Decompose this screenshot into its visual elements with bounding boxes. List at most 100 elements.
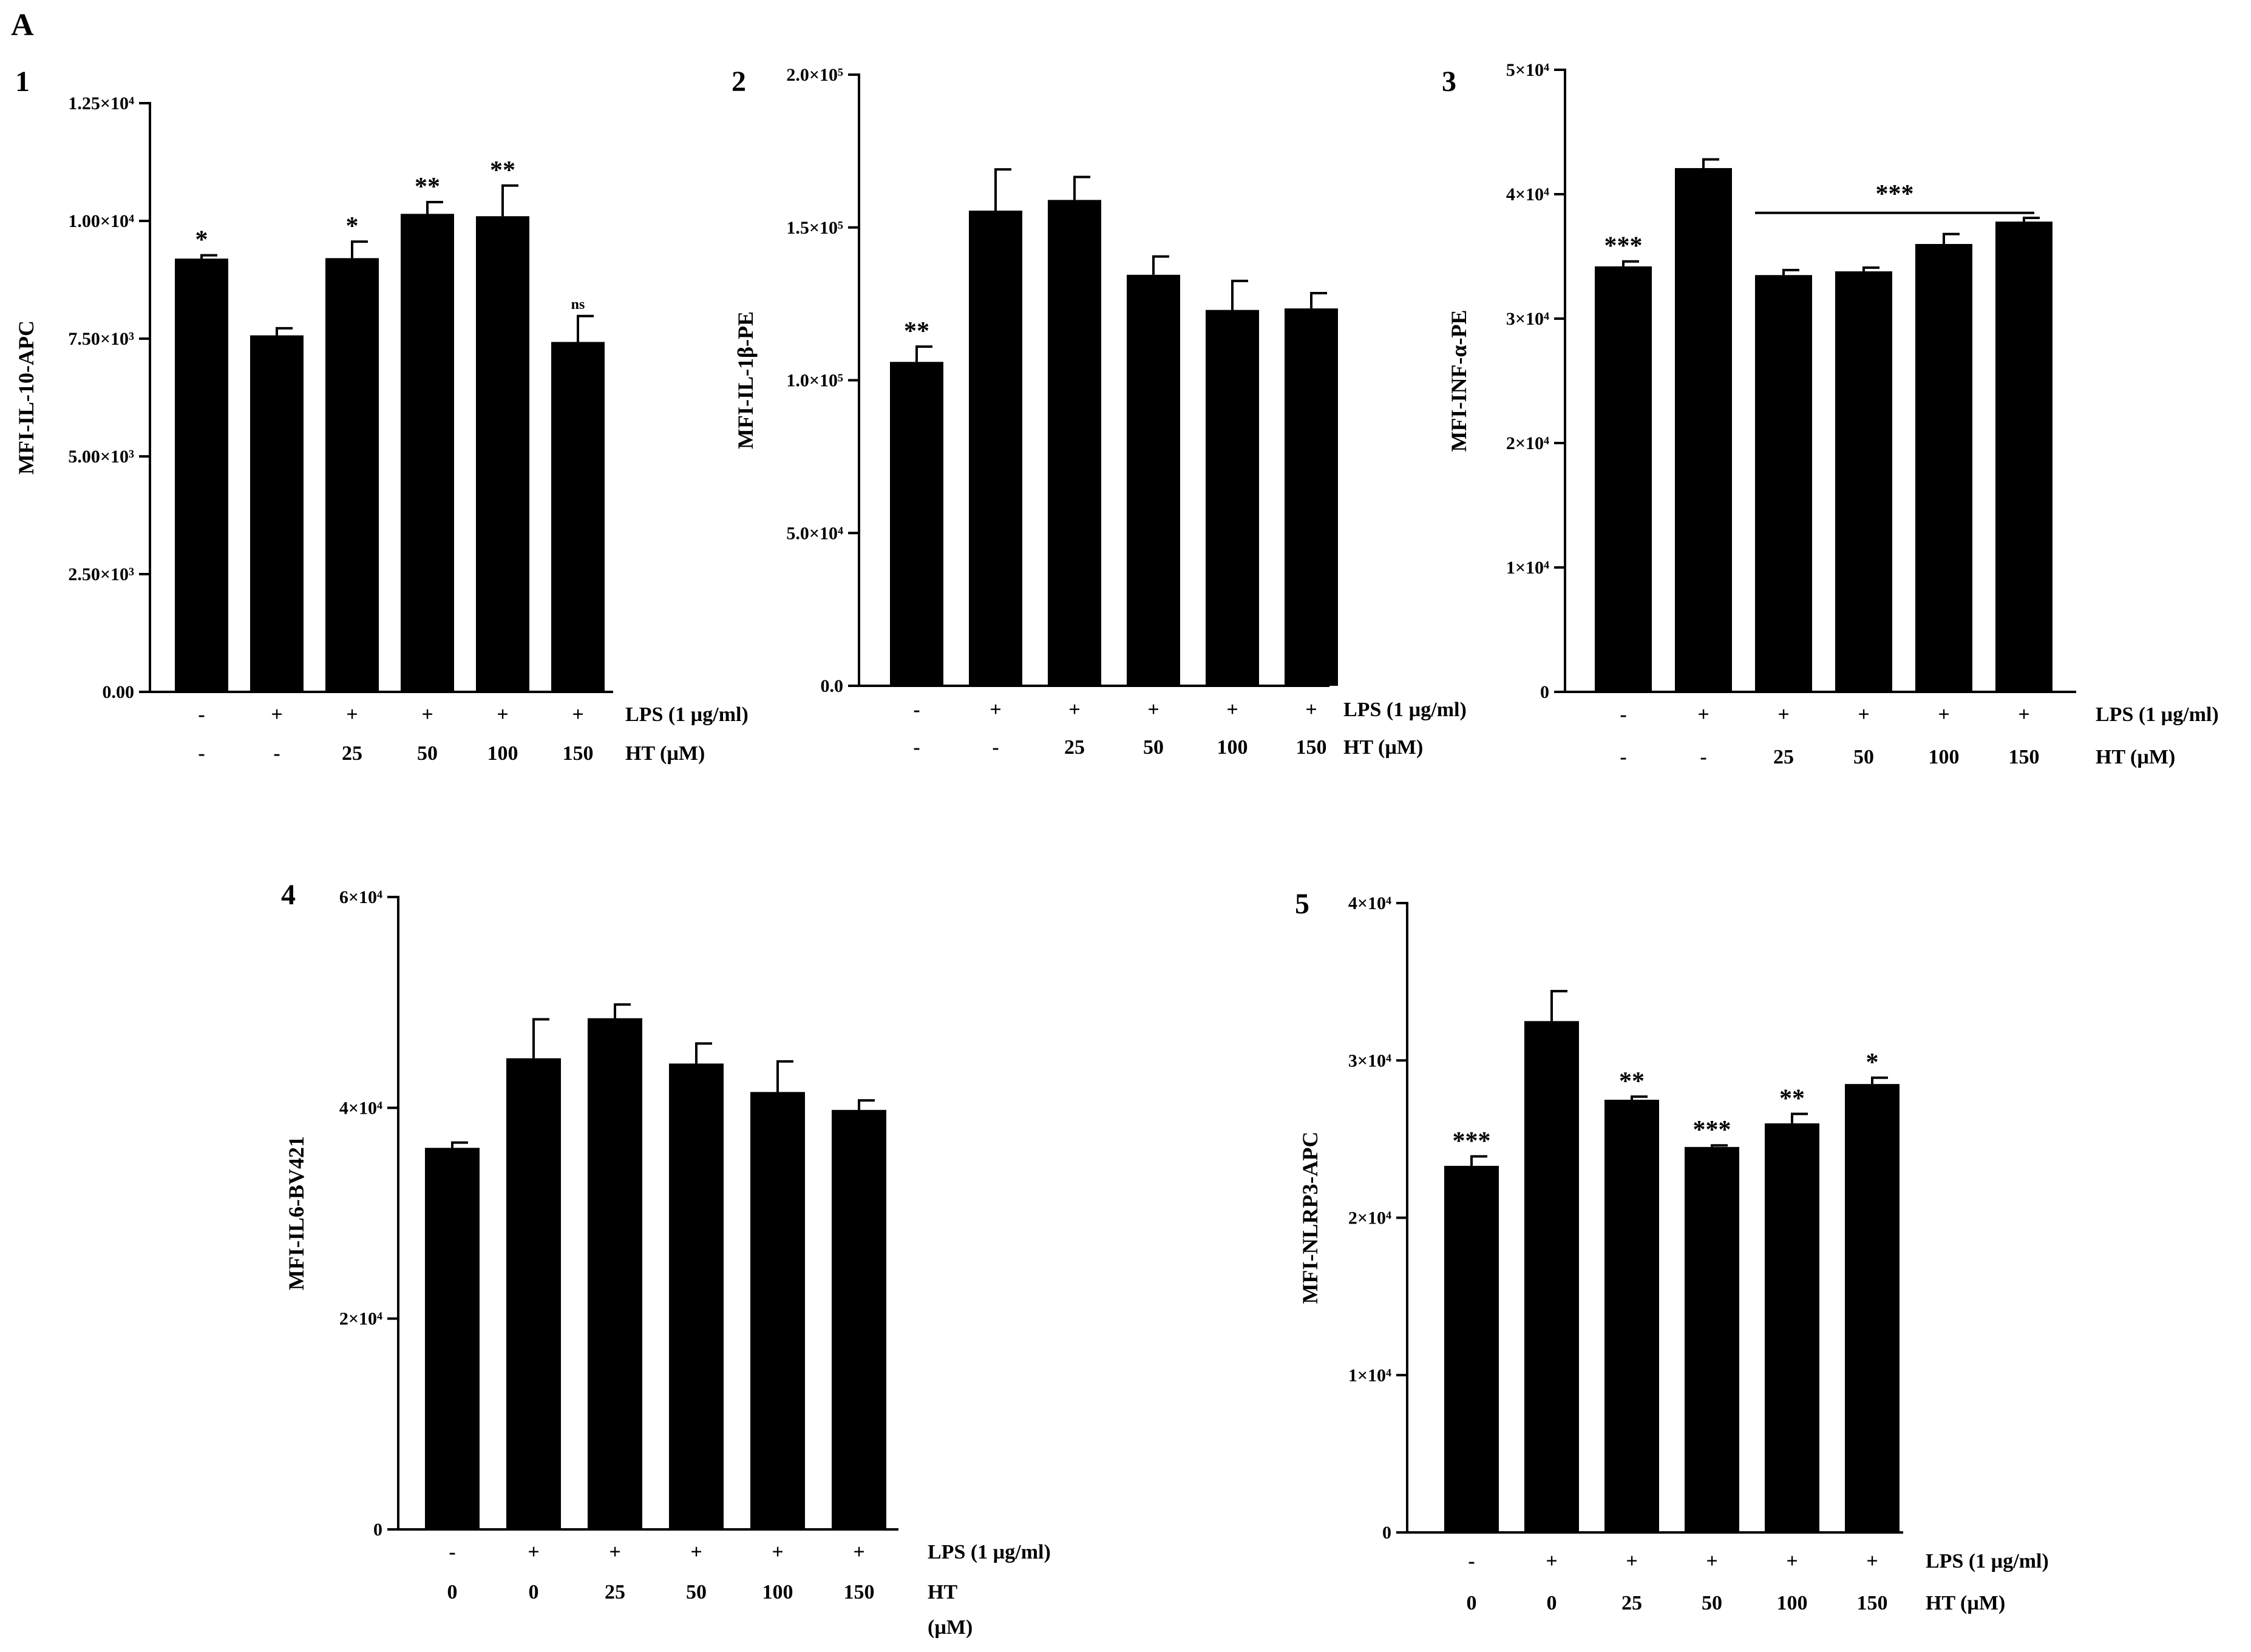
bar <box>1685 1146 1739 1532</box>
y-axis-label: MFI-IL6-BV421 <box>284 1136 308 1290</box>
bar <box>1765 1123 1819 1532</box>
lps-row-label: LPS (1 µg/ml) <box>625 703 749 726</box>
lps-row-label: LPS (1 µg/ml) <box>1926 1550 2049 1572</box>
lps-condition: + <box>1786 1550 1798 1572</box>
lps-condition: + <box>990 699 1001 721</box>
ht-condition: - <box>1620 746 1626 768</box>
y-tick-label: 1.0×10⁵ <box>786 371 843 391</box>
y-tick-label: 5×10⁴ <box>1506 60 1549 80</box>
bar <box>1444 1165 1499 1532</box>
significance-marker: *** <box>1453 1127 1491 1155</box>
bar <box>1845 1084 1900 1532</box>
lps-condition: - <box>1468 1550 1475 1572</box>
panel-number: 4 <box>281 879 296 911</box>
ht-condition: 0 <box>447 1581 458 1603</box>
significance-marker: * <box>346 212 359 240</box>
y-tick-label: 6×10⁴ <box>339 887 382 907</box>
bar <box>1127 274 1180 686</box>
y-tick-label: 1×10⁴ <box>1506 558 1549 578</box>
bar <box>1835 271 1892 692</box>
bar <box>1995 222 2052 692</box>
lps-condition: + <box>572 703 583 726</box>
lps-condition: + <box>2018 703 2029 726</box>
panel-number: 2 <box>732 66 746 98</box>
ht-condition: 25 <box>1064 736 1085 759</box>
bar <box>1285 308 1338 686</box>
lps-condition: + <box>1697 703 1709 726</box>
bar <box>325 258 379 692</box>
ht-condition: 150 <box>1857 1592 1888 1614</box>
lps-condition: - <box>449 1541 455 1563</box>
ht-condition: 100 <box>762 1581 793 1603</box>
chart-panel-2: 2 0.0 5.0×10⁴ 1.0×10⁵ 1.5×10⁵ 2.0×10⁵ MFI-IL-1… <box>732 65 1467 759</box>
ht-row-label-unit: (µM) <box>928 1616 973 1639</box>
bar <box>1675 168 1732 692</box>
ht-row-label: HT (µM) <box>2096 746 2175 768</box>
ht-row-label: HT (µM) <box>1343 736 1423 759</box>
bracket-label: *** <box>1876 180 1914 208</box>
y-tick-label: 4×10⁴ <box>1348 893 1391 913</box>
y-tick-label: 1.00×10⁴ <box>68 211 134 231</box>
lps-condition: + <box>1938 703 1949 726</box>
bar <box>175 259 228 692</box>
ht-condition: 100 <box>1929 746 1960 768</box>
lps-condition: + <box>1226 699 1238 721</box>
y-tick-label: 4×10⁴ <box>1506 184 1549 205</box>
ht-condition: 50 <box>417 742 438 765</box>
bar <box>250 335 304 692</box>
y-axis-label: MFI-NLRP3-APC <box>1298 1132 1322 1304</box>
lps-condition: - <box>913 699 920 721</box>
chart-panel-3: 3 0 1×10⁴ 2×10⁴ 3×10⁴ 4×10⁴ 5×10⁴ MFI-INF-α-PE *… <box>1442 60 2219 768</box>
panel-number: 3 <box>1442 66 1456 98</box>
y-tick-label: 2×10⁴ <box>339 1309 382 1329</box>
lps-condition: - <box>198 703 205 726</box>
bar <box>425 1148 480 1529</box>
ht-condition: - <box>198 742 205 765</box>
lps-condition: + <box>1777 703 1789 726</box>
bar <box>1915 244 1972 692</box>
ht-condition: 25 <box>342 742 362 765</box>
lps-row-label: LPS (1 µg/ml) <box>1343 699 1467 721</box>
figure-panel-label: A <box>11 8 34 42</box>
panel-number: 1 <box>15 66 30 98</box>
lps-condition: + <box>853 1541 864 1563</box>
ht-condition: 25 <box>1621 1592 1642 1614</box>
y-tick-label: 5.00×10³ <box>68 447 134 467</box>
ht-row-label: HT (µM) <box>625 742 705 765</box>
ht-condition: 25 <box>1773 746 1794 768</box>
y-axis-label: MFI-IL-10-APC <box>14 320 38 475</box>
ht-condition: 50 <box>686 1581 707 1603</box>
lps-condition: + <box>1706 1550 1717 1572</box>
y-tick-label: 3×10⁴ <box>1506 309 1549 329</box>
bar <box>969 211 1022 686</box>
ht-condition: 25 <box>605 1581 625 1603</box>
lps-condition: + <box>346 703 358 726</box>
ht-condition: 0 <box>529 1581 539 1603</box>
ht-condition: 150 <box>1296 736 1327 759</box>
ht-condition: - <box>1700 746 1706 768</box>
y-tick-label: 1×10⁴ <box>1348 1366 1391 1386</box>
ht-condition: 150 <box>563 742 594 765</box>
bar <box>1048 200 1101 686</box>
lps-condition: + <box>497 703 508 726</box>
bar <box>1595 266 1652 692</box>
chart-panel-1: 1 0.00 2.50×10³ 5.00×10³ 7.50×10³ 1.00×10⁴ 1.2… <box>14 66 749 765</box>
y-axis-label: MFI-INF-α-PE <box>1447 310 1471 452</box>
lps-row-label: LPS (1 µg/ml) <box>928 1541 1051 1563</box>
y-tick-label: 2×10⁴ <box>1348 1208 1391 1228</box>
ht-condition: - <box>273 742 280 765</box>
bar <box>1524 1021 1579 1532</box>
bar <box>588 1018 642 1529</box>
lps-condition: + <box>271 703 282 726</box>
y-tick-label: 2×10⁴ <box>1506 433 1549 453</box>
ht-condition: 150 <box>2009 746 2040 768</box>
ht-condition: - <box>992 736 999 759</box>
significance-marker: *** <box>1693 1116 1731 1144</box>
lps-condition: + <box>1866 1550 1878 1572</box>
bar <box>506 1058 561 1529</box>
lps-condition: + <box>609 1541 620 1563</box>
lps-condition: + <box>1068 699 1080 721</box>
